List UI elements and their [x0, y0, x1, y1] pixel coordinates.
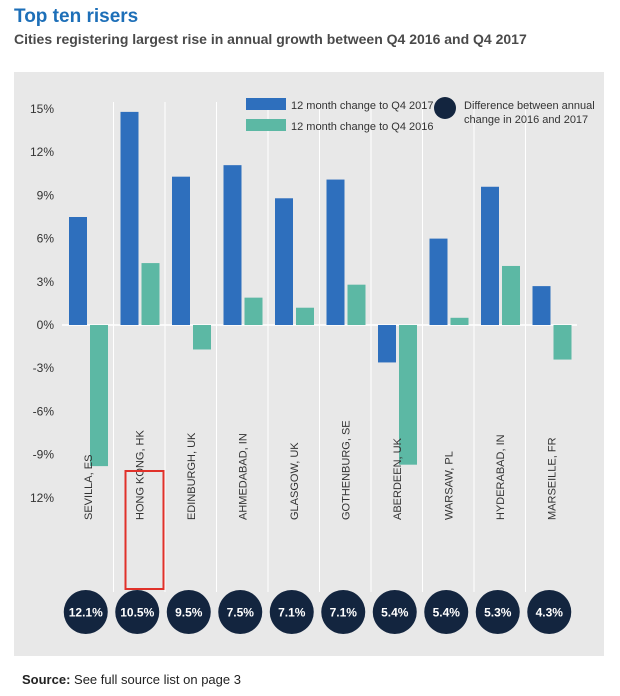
- category-label: MARSEILLE, FR: [546, 437, 558, 520]
- bar-q4-2017: [69, 217, 87, 325]
- category-label: ABERDEEN, UK: [392, 437, 404, 520]
- legend-label-q4-2017: 12 month change to Q4 2017: [291, 100, 434, 112]
- chart-panel: 15% 12% 9% 6% 3% 0% -3% -6% -9% 12% SEVILLA, ES 12.…: [14, 72, 604, 656]
- category-label: SEVILLA, ES: [83, 455, 95, 520]
- difference-circle: [166, 590, 211, 634]
- legend-label-q4-2016: 12 month change to Q4 2016: [291, 121, 434, 133]
- chart-subtitle: Cities registering largest rise in annua…: [14, 31, 527, 47]
- y-tick-label: 12%: [30, 491, 54, 505]
- bar-q4-2017: [275, 198, 293, 325]
- y-tick-label: 9%: [37, 188, 55, 202]
- bar-q4-2017: [532, 286, 551, 325]
- legend-swatch-q4-2017: [246, 98, 286, 110]
- category-label: GOTHENBURG, SE: [340, 420, 352, 520]
- difference-circle: [218, 590, 263, 634]
- legend-difference-circle: [434, 97, 456, 119]
- difference-label: 12.1%: [69, 606, 103, 620]
- bar-q4-2016: [296, 307, 314, 325]
- bar-q4-2016: [141, 263, 160, 325]
- difference-label: 4.3%: [536, 606, 564, 620]
- difference-label: 5.3%: [484, 606, 512, 620]
- category-label: HYDERABAD, IN: [495, 434, 507, 520]
- difference-circle: [63, 590, 108, 634]
- difference-circle: [321, 590, 366, 634]
- bar-q4-2017: [120, 111, 139, 325]
- difference-circle: [475, 590, 520, 634]
- bar-q4-2016: [244, 297, 263, 325]
- category-label: WARSAW, PL: [443, 451, 455, 520]
- difference-label: 10.5%: [120, 606, 154, 620]
- legend-label-difference-line1: Difference between annual: [464, 100, 595, 112]
- bar-q4-2017: [326, 179, 345, 325]
- category-label: GLASGOW, UK: [289, 442, 301, 520]
- difference-label: 7.5%: [227, 606, 255, 620]
- bar-q4-2017: [378, 325, 396, 363]
- difference-circle: [527, 590, 572, 634]
- difference-label: 7.1%: [278, 606, 306, 620]
- difference-circle: [269, 590, 314, 634]
- y-tick-label: -6%: [33, 404, 55, 418]
- source-note: Source: See full source list on page 3: [22, 672, 241, 687]
- category-label: HONG KONG, HK: [134, 429, 146, 520]
- bar-q4-2017: [223, 165, 242, 325]
- bar-q4-2016: [347, 284, 366, 325]
- bar-chart: 15% 12% 9% 6% 3% 0% -3% -6% -9% 12% SEVILLA, ES 12.…: [30, 97, 595, 634]
- difference-label: 9.5%: [175, 606, 203, 620]
- difference-label: 5.4%: [381, 606, 409, 620]
- y-tick-label: 3%: [37, 275, 55, 289]
- chart-title: Top ten risers: [14, 6, 139, 27]
- difference-circle: [372, 590, 417, 634]
- difference-circle: [424, 590, 469, 634]
- bar-q4-2016: [90, 325, 108, 467]
- difference-circle: [115, 590, 160, 634]
- bar-q4-2016: [553, 325, 572, 360]
- y-tick-label: -3%: [33, 361, 55, 375]
- y-tick-label: 0%: [37, 318, 55, 332]
- legend-label-difference-line2: change in 2016 and 2017: [464, 114, 588, 126]
- y-tick-label: 15%: [30, 102, 54, 116]
- bar-q4-2017: [429, 238, 448, 325]
- bar-q4-2017: [172, 176, 190, 325]
- difference-label: 5.4%: [433, 606, 461, 620]
- bar-q4-2016: [502, 265, 520, 325]
- category-label: EDINBURGH, UK: [186, 432, 198, 520]
- bar-q4-2016: [450, 317, 469, 325]
- category-label: AHMEDABAD, IN: [237, 433, 249, 520]
- bar-q4-2016: [399, 325, 417, 465]
- bar-q4-2017: [481, 186, 499, 325]
- y-tick-label: -9%: [33, 448, 55, 462]
- y-tick-label: 6%: [37, 232, 55, 246]
- highlight-box: [124, 470, 165, 590]
- difference-label: 7.1%: [330, 606, 358, 620]
- legend-swatch-q4-2016: [246, 119, 286, 131]
- y-tick-label: 12%: [30, 145, 54, 159]
- source-text: See full source list on page 3: [74, 672, 241, 687]
- source-label: Source:: [22, 672, 71, 687]
- bar-q4-2016: [193, 325, 211, 350]
